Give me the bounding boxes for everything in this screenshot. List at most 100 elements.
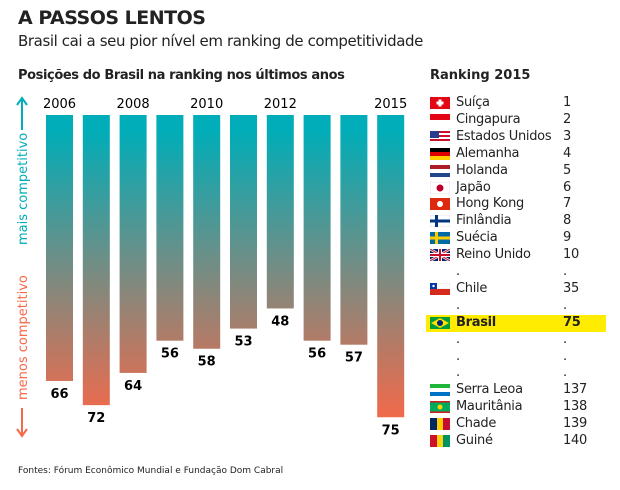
country-name: Chade [456,416,497,432]
bar-value-label: 56 [308,347,326,362]
germany-flag-icon [430,147,450,160]
country-rank: . [563,365,567,381]
country-name: Estados Unidos [456,128,552,144]
bar-2012 [266,115,294,309]
country-rank: 4 [563,145,571,161]
ranking-row-chile: Chile 35 [426,281,606,298]
ranking-row-sweden: Suécia 9 [426,230,606,247]
year-label: 2015 [374,97,407,112]
bar-2010 [193,115,221,349]
country-rank: 10 [563,247,579,263]
country-rank: 140 [563,433,587,448]
bar-2014 [340,115,368,345]
brazil-flag-icon [430,316,450,329]
bar-2007 [82,115,110,406]
axis-arrows: mais competitivo menos competitivo [16,96,31,438]
ranking-ellipsis-row: .. [426,264,606,281]
country-rank: 139 [563,416,587,432]
country-name: Guiné [456,433,493,448]
uk-flag-icon [430,249,450,262]
sierraleone-flag-icon [430,384,450,397]
country-name: . [456,297,460,313]
ranking-row-usa: Estados Unidos 3 [426,129,606,146]
bar-2006 [46,115,73,381]
country-rank: . [563,264,567,279]
country-rank: . [563,331,567,347]
country-rank: 1 [563,95,571,110]
title: A PASSOS LENTOS [18,7,206,29]
ranking-ellipsis-row: .. [426,349,606,366]
ranking-row-uk: Reino Unido 10 [426,247,606,264]
bar-value-label: 48 [271,314,289,329]
ranking-row-mauritania: Mauritânia 138 [426,399,606,416]
ranking-row-switzerland: Suíça 1 [426,95,606,112]
country-rank: . [563,297,567,313]
bar-value-label: 64 [124,379,142,394]
country-rank: 8 [563,213,571,229]
bar-value-label: 72 [87,411,105,426]
ranking-row-singapore: Cingapura 2 [426,112,606,129]
country-name: Finlândia [456,213,512,229]
country-name: Hong Kong [456,196,524,212]
country-rank: 75 [563,314,581,330]
country-name: Japão [456,179,491,195]
chad-flag-icon [430,418,450,431]
year-label: 2010 [190,97,223,112]
subtitle: Brasil cai a seu pior nível em ranking d… [18,32,423,50]
ranking-row-brazil: Brasil 75 [426,314,606,332]
sweden-flag-icon [430,232,450,245]
country-name: Chile [456,280,488,296]
country-rank: 5 [563,162,571,178]
japan-flag-icon [430,181,450,194]
country-rank: 9 [563,230,571,246]
ranking-row-hongkong: Hong Kong 7 [426,196,606,213]
bar-2015 [377,115,405,418]
axis-bottom-label: menos competitivo [16,275,31,400]
bar-value-label: 56 [161,347,179,362]
bar-2011 [230,115,257,329]
bar-value-label: 53 [234,335,252,350]
ranking-row-germany: Alemanha 4 [426,146,606,163]
year-label: 2012 [264,97,297,112]
country-name: . [456,348,460,364]
source: Fontes: Fórum Econômico Mundial e Fundaç… [18,466,284,476]
country-name: . [456,331,460,347]
ranking-row-finland: Finlândia 8 [426,213,606,230]
ranking-row-netherlands: Holanda 5 [426,163,606,180]
ranking-row-sierraleone: Serra Leoa 137 [426,382,606,399]
bar-value-label: 57 [345,351,363,366]
guinea-flag-icon [430,435,450,447]
singapore-flag-icon [430,113,450,126]
ranking-row-guinea: Guiné 140 [426,433,606,450]
bar-2013 [303,115,331,341]
bar-value-label: 75 [382,423,400,438]
country-name: Reino Unido [456,247,531,263]
country-name: Serra Leoa [456,382,523,398]
mauritania-flag-icon [430,401,450,414]
chile-flag-icon [430,282,450,295]
ranking-ellipsis-row: .. [426,298,606,315]
country-rank: 7 [563,196,571,212]
finland-flag-icon [430,215,450,228]
switzerland-flag-icon [430,97,450,109]
year-label: 2008 [117,97,150,112]
country-rank: 137 [563,382,587,398]
country-name: Alemanha [456,145,520,161]
country-name: Suécia [456,230,498,246]
bar-2008 [119,115,147,373]
ranking-row-chad: Chade 139 [426,416,606,433]
country-name: Suíça [456,95,490,110]
country-rank: 138 [563,399,587,415]
country-name: Cingapura [456,111,521,127]
country-name: Brasil [456,314,496,330]
bar-value-label: 66 [50,387,68,402]
ranking-ellipsis-row: .. [426,332,606,349]
country-rank: 35 [563,280,579,296]
axis-top-label: mais competitivo [16,133,31,245]
year-label: 2006 [43,97,76,112]
bar-value-label: 58 [198,355,216,370]
ranking-ellipsis-row: .. [426,365,606,382]
country-rank: 2 [563,111,571,127]
bar-2009 [156,115,184,341]
ranking-row-japan: Japão 6 [426,180,606,197]
